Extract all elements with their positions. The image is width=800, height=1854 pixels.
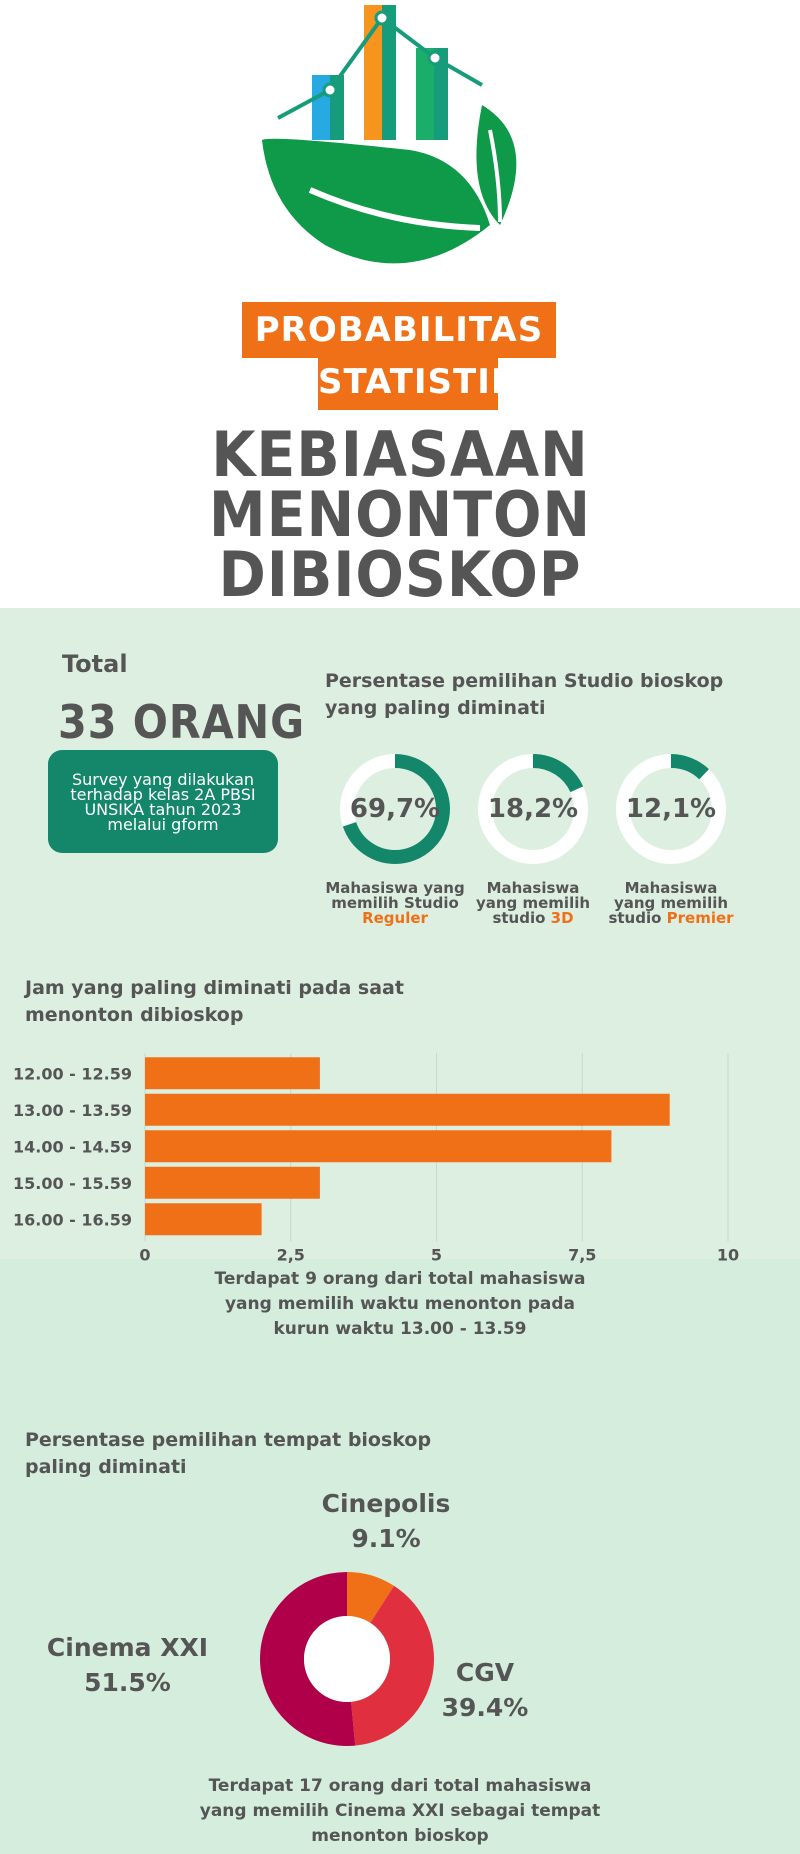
total-label: Total (62, 650, 128, 678)
place-section (0, 1259, 800, 1854)
caption-line: yang memilih (613, 894, 729, 912)
pie-slice-cinepolis (347, 1572, 395, 1623)
studio-title-line1: Persentase pemilihan Studio bioskop (325, 670, 724, 692)
studio-donut-3d: 18,2% (475, 751, 591, 867)
studio-caption-premier: Mahasiswa yang memilih studio Premier (596, 881, 746, 926)
place-note-line2: yang memilih Cinema XXI sebagai tempat (199, 1801, 601, 1821)
hours-title-line2: menonton dibioskop (25, 1004, 244, 1026)
hour-bar (145, 1166, 320, 1199)
y-category-label: 13.00 - 13.59 (13, 1101, 132, 1120)
studio-percent-3d: 18,2% (487, 794, 579, 824)
pie-label-cgv: CGV 39.4% (425, 1655, 545, 1725)
hours-note-line1: Terdapat 9 orang dari total mahasiswa (214, 1269, 586, 1289)
hour-bar (145, 1130, 612, 1163)
studio-name-highlight: Reguler (362, 909, 428, 927)
caption-line: yang memilih (475, 894, 591, 912)
studio-donut-arc (616, 754, 726, 864)
main-title-line2: MENONTON (208, 478, 592, 551)
survey-info-box: Survey yang dilakukan terhadap kelas 2A … (48, 750, 278, 853)
x-tick-label: 10 (717, 1246, 739, 1265)
pie-label-value: 39.4% (441, 1693, 529, 1722)
y-category-label: 16.00 - 16.59 (13, 1210, 132, 1229)
hours-note-line2: yang memilih waktu menonton pada (224, 1294, 576, 1314)
caption-line: Mahasiswa yang (325, 879, 465, 897)
pie-label-cinepolis: Cinepolis 9.1% (286, 1486, 486, 1556)
studio-name-highlight: Premier (666, 909, 734, 927)
x-tick-label: 5 (431, 1246, 442, 1265)
pie-label-name: Cinepolis (321, 1489, 451, 1518)
subject-title-line1: PROBABILITAS DAN (242, 302, 556, 406)
x-tick-label: 7,5 (568, 1246, 596, 1265)
studio-title-line2: yang paling diminati (325, 697, 546, 719)
studio-donut-reguler: 69,7% (337, 751, 453, 867)
pie-label-value: 9.1% (351, 1524, 421, 1553)
y-category-label: 15.00 - 15.59 (13, 1174, 132, 1193)
place-title-line1: Persentase pemilihan tempat bioskop (25, 1429, 432, 1451)
caption-line: studio 3D (492, 909, 574, 927)
studio-caption-3d: Mahasiswa yang memilih studio 3D (458, 881, 608, 926)
y-category-label: 14.00 - 14.59 (13, 1137, 132, 1156)
hours-title-line1: Jam yang paling diminati pada saat (25, 977, 404, 999)
studio-donut-premier: 12,1% (613, 751, 729, 867)
caption-line: Mahasiswa (624, 879, 718, 897)
caption-line: studio Premier (608, 909, 734, 927)
place-note-line1: Terdapat 17 orang dari total mahasiswa (208, 1776, 592, 1796)
pie-label-name: Cinema XXI (46, 1633, 209, 1662)
logo-graphic (262, 5, 517, 264)
place-title-line2: paling diminati (25, 1456, 187, 1478)
studio-name-highlight: 3D (550, 909, 574, 927)
pie-slice-cinema-xxi (259, 1572, 356, 1746)
hours-note-line3: kurun waktu 13.00 - 13.59 (273, 1319, 527, 1339)
pie-label-cinema-xxi: Cinema XXI 51.5% (30, 1630, 225, 1700)
caption-line: Mahasiswa (486, 879, 580, 897)
caption-line: Reguler (320, 911, 470, 926)
studio-donut-arc (340, 754, 450, 864)
studio-percent-reguler: 69,7% (349, 794, 441, 824)
pie-slice-cgv (351, 1585, 434, 1746)
x-tick-label: 0 (139, 1246, 150, 1265)
total-value: 33 ORANG (58, 695, 305, 749)
pie-label-name: CGV (455, 1658, 515, 1687)
hour-bar (145, 1057, 320, 1090)
main-title-line3: DIBIOSKOP (218, 538, 582, 611)
studio-donut-arc (478, 754, 588, 864)
place-note-line3: menonton bioskop (311, 1826, 489, 1846)
subject-title-line2: STATISTIKA (318, 354, 545, 410)
y-category-label: 12.00 - 12.59 (13, 1064, 132, 1083)
place-donut-chart (259, 1572, 434, 1746)
pie-label-value: 51.5% (84, 1668, 171, 1697)
hours-bar-chart: 0 2,5 5 7,5 10 12.00 - 12.59 13.00 - 13.59 14.0… (13, 1053, 739, 1265)
main-title-line1: KEBIASAAN (211, 418, 589, 491)
x-tick-label: 2,5 (277, 1246, 305, 1265)
hour-bar (145, 1203, 262, 1236)
hour-bar (145, 1093, 670, 1126)
donut-hole (304, 1616, 390, 1702)
studio-caption-reguler: Mahasiswa yang memilih Studio Reguler (320, 881, 470, 926)
caption-line: memilih Studio (331, 894, 459, 912)
studio-percent-premier: 12,1% (625, 794, 717, 824)
